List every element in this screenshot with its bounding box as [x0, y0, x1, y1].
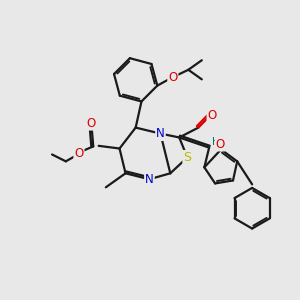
Text: O: O: [74, 147, 84, 160]
Text: H: H: [212, 137, 220, 147]
Text: O: O: [86, 117, 96, 130]
Text: O: O: [216, 137, 225, 151]
Text: N: N: [156, 127, 165, 140]
Text: S: S: [183, 151, 191, 164]
Text: O: O: [208, 109, 217, 122]
Text: O: O: [168, 71, 178, 84]
Text: N: N: [145, 173, 154, 186]
